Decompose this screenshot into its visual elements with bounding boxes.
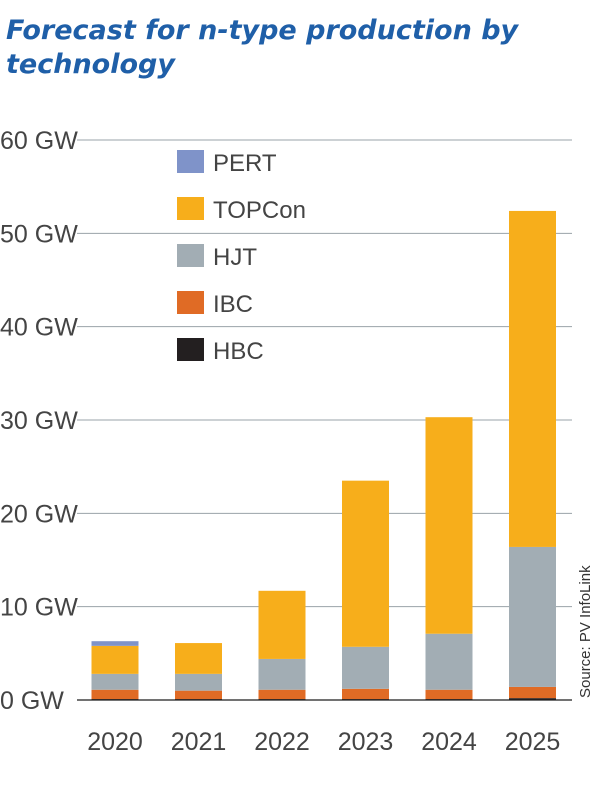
legend-swatch-hbc: [177, 338, 204, 361]
bar-segment-topcon-2021: [175, 643, 222, 674]
bar-segment-hbc-2025: [509, 698, 556, 700]
bar-segment-hjt-2022: [258, 658, 306, 690]
bar-segment-hbc-2024: [425, 699, 473, 700]
bar-segment-pert-2020: [91, 641, 139, 646]
x-tick-label: 2025: [505, 728, 561, 756]
x-tick-label: 2020: [87, 728, 143, 756]
bar-segment-ibc-2024: [425, 689, 473, 700]
legend-swatch-ibc: [177, 291, 204, 314]
bar-segment-topcon-2022: [258, 590, 306, 659]
bar-segment-hjt-2020: [91, 673, 139, 690]
y-tick-label: 60 GW: [0, 127, 78, 155]
x-tick-label: 2021: [171, 728, 227, 756]
bar-segment-ibc-2025: [509, 686, 556, 699]
bar-stacks: [91, 210, 556, 700]
bar-segment-hjt-2023: [342, 646, 389, 689]
x-tick-label: 2022: [254, 728, 310, 756]
bar-segment-hjt-2021: [175, 673, 222, 691]
y-tick-label: 40 GW: [0, 314, 78, 342]
legend-swatch-topcon: [177, 197, 204, 220]
bar-segment-hbc-2021: [175, 699, 222, 700]
x-tick-label: 2023: [338, 728, 394, 756]
bar-segment-ibc-2020: [91, 689, 139, 700]
x-tick-label: 2024: [421, 728, 477, 756]
bar-segment-ibc-2022: [258, 689, 306, 700]
y-tick-label: 20 GW: [0, 500, 78, 528]
x-axis-tick-labels: 2020 2021 2022 2023 2024 2025: [87, 728, 560, 756]
legend-label-topcon: TOPCon: [213, 197, 306, 224]
y-tick-label: 10 GW: [0, 594, 78, 622]
bar-segment-hbc-2023: [342, 699, 389, 700]
gridlines: [77, 139, 572, 701]
y-tick-label: 30 GW: [0, 407, 78, 435]
bar-segment-topcon-2020: [91, 645, 139, 674]
bar-segment-topcon-2025: [509, 210, 556, 547]
bar-segment-hjt-2025: [509, 546, 556, 687]
bar-segment-hjt-2024: [425, 633, 473, 690]
source-note: Source: PV InfoLink: [577, 565, 594, 698]
bar-segment-ibc-2023: [342, 688, 389, 700]
legend-label-ibc: IBC: [213, 291, 253, 318]
bar-segment-topcon-2023: [342, 480, 389, 647]
bar-segment-hbc-2020: [91, 699, 139, 700]
legend-label-pert: PERT: [213, 150, 277, 177]
y-tick-label: 0 GW: [0, 687, 64, 715]
y-axis-tick-labels: 0 GW 10 GW 20 GW 30 GW 40 GW 50 GW 60 GW: [0, 127, 78, 715]
legend-label-hbc: HBC: [213, 338, 264, 365]
bar-segment-topcon-2024: [425, 417, 473, 634]
chart-title: Forecast for n-type production by techno…: [6, 15, 519, 80]
legend-label-hjt: HJT: [213, 244, 257, 271]
y-tick-label: 50 GW: [0, 220, 78, 248]
bar-segment-hbc-2022: [258, 699, 306, 700]
legend-swatch-pert: [177, 150, 204, 173]
legend-swatch-hjt: [177, 244, 204, 267]
legend: PERT TOPCon HJT IBC HBC: [177, 150, 306, 365]
bar-segment-ibc-2021: [175, 690, 222, 700]
